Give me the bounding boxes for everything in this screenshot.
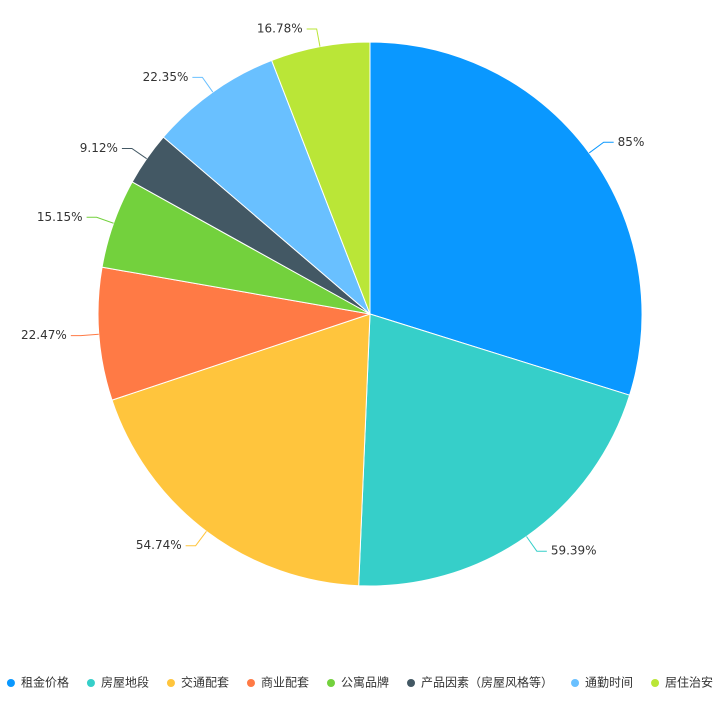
leader-line	[86, 216, 114, 224]
leader-line	[121, 147, 147, 160]
pie-slice	[369, 41, 643, 396]
data-label: 22.35%	[143, 70, 189, 84]
legend-label: 通勤时间	[585, 676, 633, 690]
leader-line	[588, 141, 614, 154]
pie-slice	[271, 41, 371, 315]
legend-marker	[246, 679, 255, 687]
leader-line	[526, 536, 547, 552]
pie-slice	[162, 59, 371, 315]
legend-label: 产品因素（房屋风格等）	[421, 675, 553, 690]
legend-marker	[6, 679, 15, 687]
data-label: 54.74%	[136, 538, 182, 552]
pie-slice	[358, 313, 631, 587]
legend-marker	[86, 679, 95, 687]
legend-label: 公寓品牌	[341, 675, 389, 690]
data-label: 16.78%	[257, 21, 303, 35]
legend-marker	[571, 679, 580, 687]
data-label: 9.12%	[80, 141, 118, 155]
pie-slice	[111, 313, 371, 587]
legend-marker	[651, 679, 660, 687]
legend-label: 居住治安	[665, 675, 713, 690]
data-label: 15.15%	[37, 210, 83, 224]
legend-marker	[407, 679, 416, 687]
data-label: 85%	[618, 135, 645, 149]
legend-marker	[327, 679, 335, 687]
leader-line	[185, 531, 207, 547]
data-label: 22.47%	[21, 328, 67, 342]
legend-label: 交通配套	[181, 675, 229, 690]
legend: 租金价格 房屋地段 交通配套 商业配套 公寓品牌 产品因素（房屋风格等） 通勤时间 居住治安	[6, 675, 713, 690]
legend-label: 房屋地段	[101, 675, 149, 690]
legend-label: 租金价格	[21, 675, 69, 690]
leader-line	[70, 333, 99, 337]
leader-line	[306, 28, 321, 47]
data-label: 59.39%	[551, 544, 597, 558]
legend-label: 商业配套	[261, 675, 309, 690]
legend-marker	[166, 679, 175, 687]
leader-line	[192, 76, 214, 93]
